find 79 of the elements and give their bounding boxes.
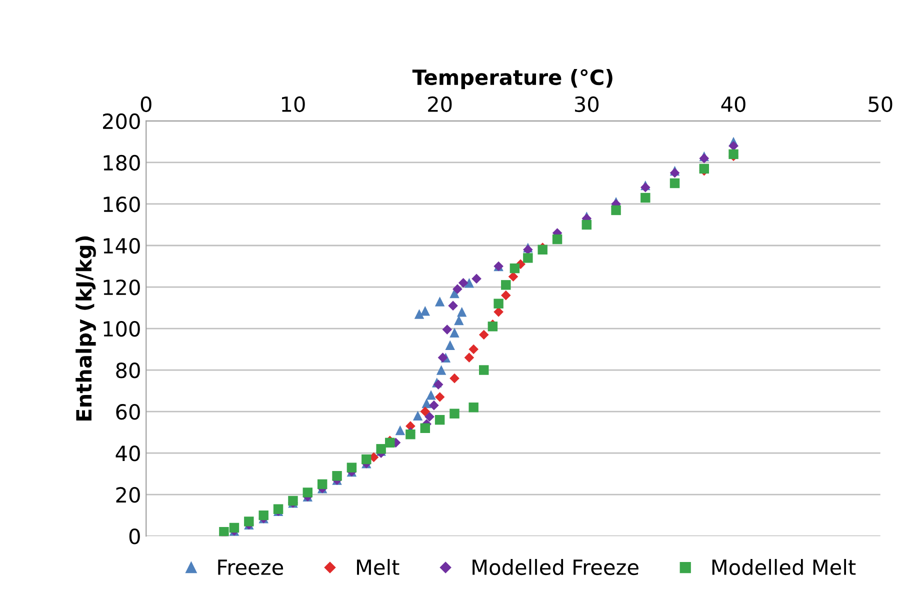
point <box>454 315 464 326</box>
point <box>501 280 511 290</box>
point <box>317 479 328 490</box>
point <box>422 398 432 408</box>
point <box>468 344 478 354</box>
y-tick-label: 20 <box>116 487 140 503</box>
point <box>436 365 446 375</box>
legend-label: Freeze <box>218 560 284 576</box>
x-tick-label: 50 <box>868 96 892 112</box>
point <box>434 296 445 306</box>
point <box>434 414 445 425</box>
x-axis-title: Temperature (°C) <box>412 69 612 90</box>
point <box>456 307 467 317</box>
y-axis-title: Enthalpy (kJ/kg) <box>76 236 96 421</box>
x-tick-label: 0 <box>140 96 152 112</box>
point <box>523 244 533 255</box>
point <box>472 274 482 284</box>
point <box>582 220 592 230</box>
point <box>478 330 489 340</box>
y-tick-label: 100 <box>104 320 140 337</box>
point <box>464 352 474 362</box>
point <box>445 340 455 350</box>
y-tick-label: 60 <box>116 404 140 420</box>
y-tick-label: 140 <box>104 238 140 254</box>
x-tick-label: 40 <box>721 96 746 112</box>
point <box>500 290 511 300</box>
point <box>448 300 458 311</box>
point <box>302 488 313 498</box>
point <box>450 373 460 384</box>
point <box>229 522 240 533</box>
y-tick-label: 120 <box>104 279 140 296</box>
point <box>508 272 518 282</box>
point <box>494 307 504 317</box>
point <box>552 234 562 244</box>
y-tick-label: 180 <box>104 154 140 171</box>
point <box>452 284 462 294</box>
point <box>412 410 423 421</box>
point <box>258 510 268 520</box>
point <box>244 516 254 526</box>
point <box>670 178 680 188</box>
y-tick-label: 40 <box>116 446 140 462</box>
point <box>420 423 430 434</box>
point <box>414 309 424 319</box>
point <box>538 244 548 255</box>
point <box>458 278 468 288</box>
legend-label: Modelled Melt <box>712 558 856 576</box>
x-tick-label: 20 <box>428 96 452 112</box>
x-tick-label: 30 <box>574 96 599 112</box>
point <box>420 406 430 416</box>
point <box>510 263 520 274</box>
y-tick-label: 0 <box>129 528 140 544</box>
point <box>395 425 406 436</box>
point <box>346 462 357 472</box>
point <box>406 430 416 440</box>
point <box>332 471 342 481</box>
point <box>523 253 533 263</box>
point <box>479 365 489 375</box>
y-tick-label: 160 <box>104 196 140 212</box>
legend-label: Melt <box>357 558 400 576</box>
point <box>450 408 460 418</box>
point <box>442 324 452 334</box>
x-tick-label: 10 <box>282 96 305 112</box>
point <box>424 412 434 422</box>
point <box>273 504 284 514</box>
point <box>611 205 621 216</box>
point <box>426 390 436 400</box>
y-tick-label: 200 <box>103 113 140 130</box>
point <box>429 400 439 410</box>
point <box>438 352 448 362</box>
point <box>362 454 372 464</box>
point <box>640 192 650 203</box>
point <box>728 140 738 151</box>
point <box>450 328 460 338</box>
point <box>434 392 445 402</box>
legend-label: Modelled Freeze <box>472 558 638 576</box>
point <box>488 322 498 332</box>
point <box>494 298 504 308</box>
y-tick-label: 80 <box>116 362 140 378</box>
point <box>468 402 478 412</box>
